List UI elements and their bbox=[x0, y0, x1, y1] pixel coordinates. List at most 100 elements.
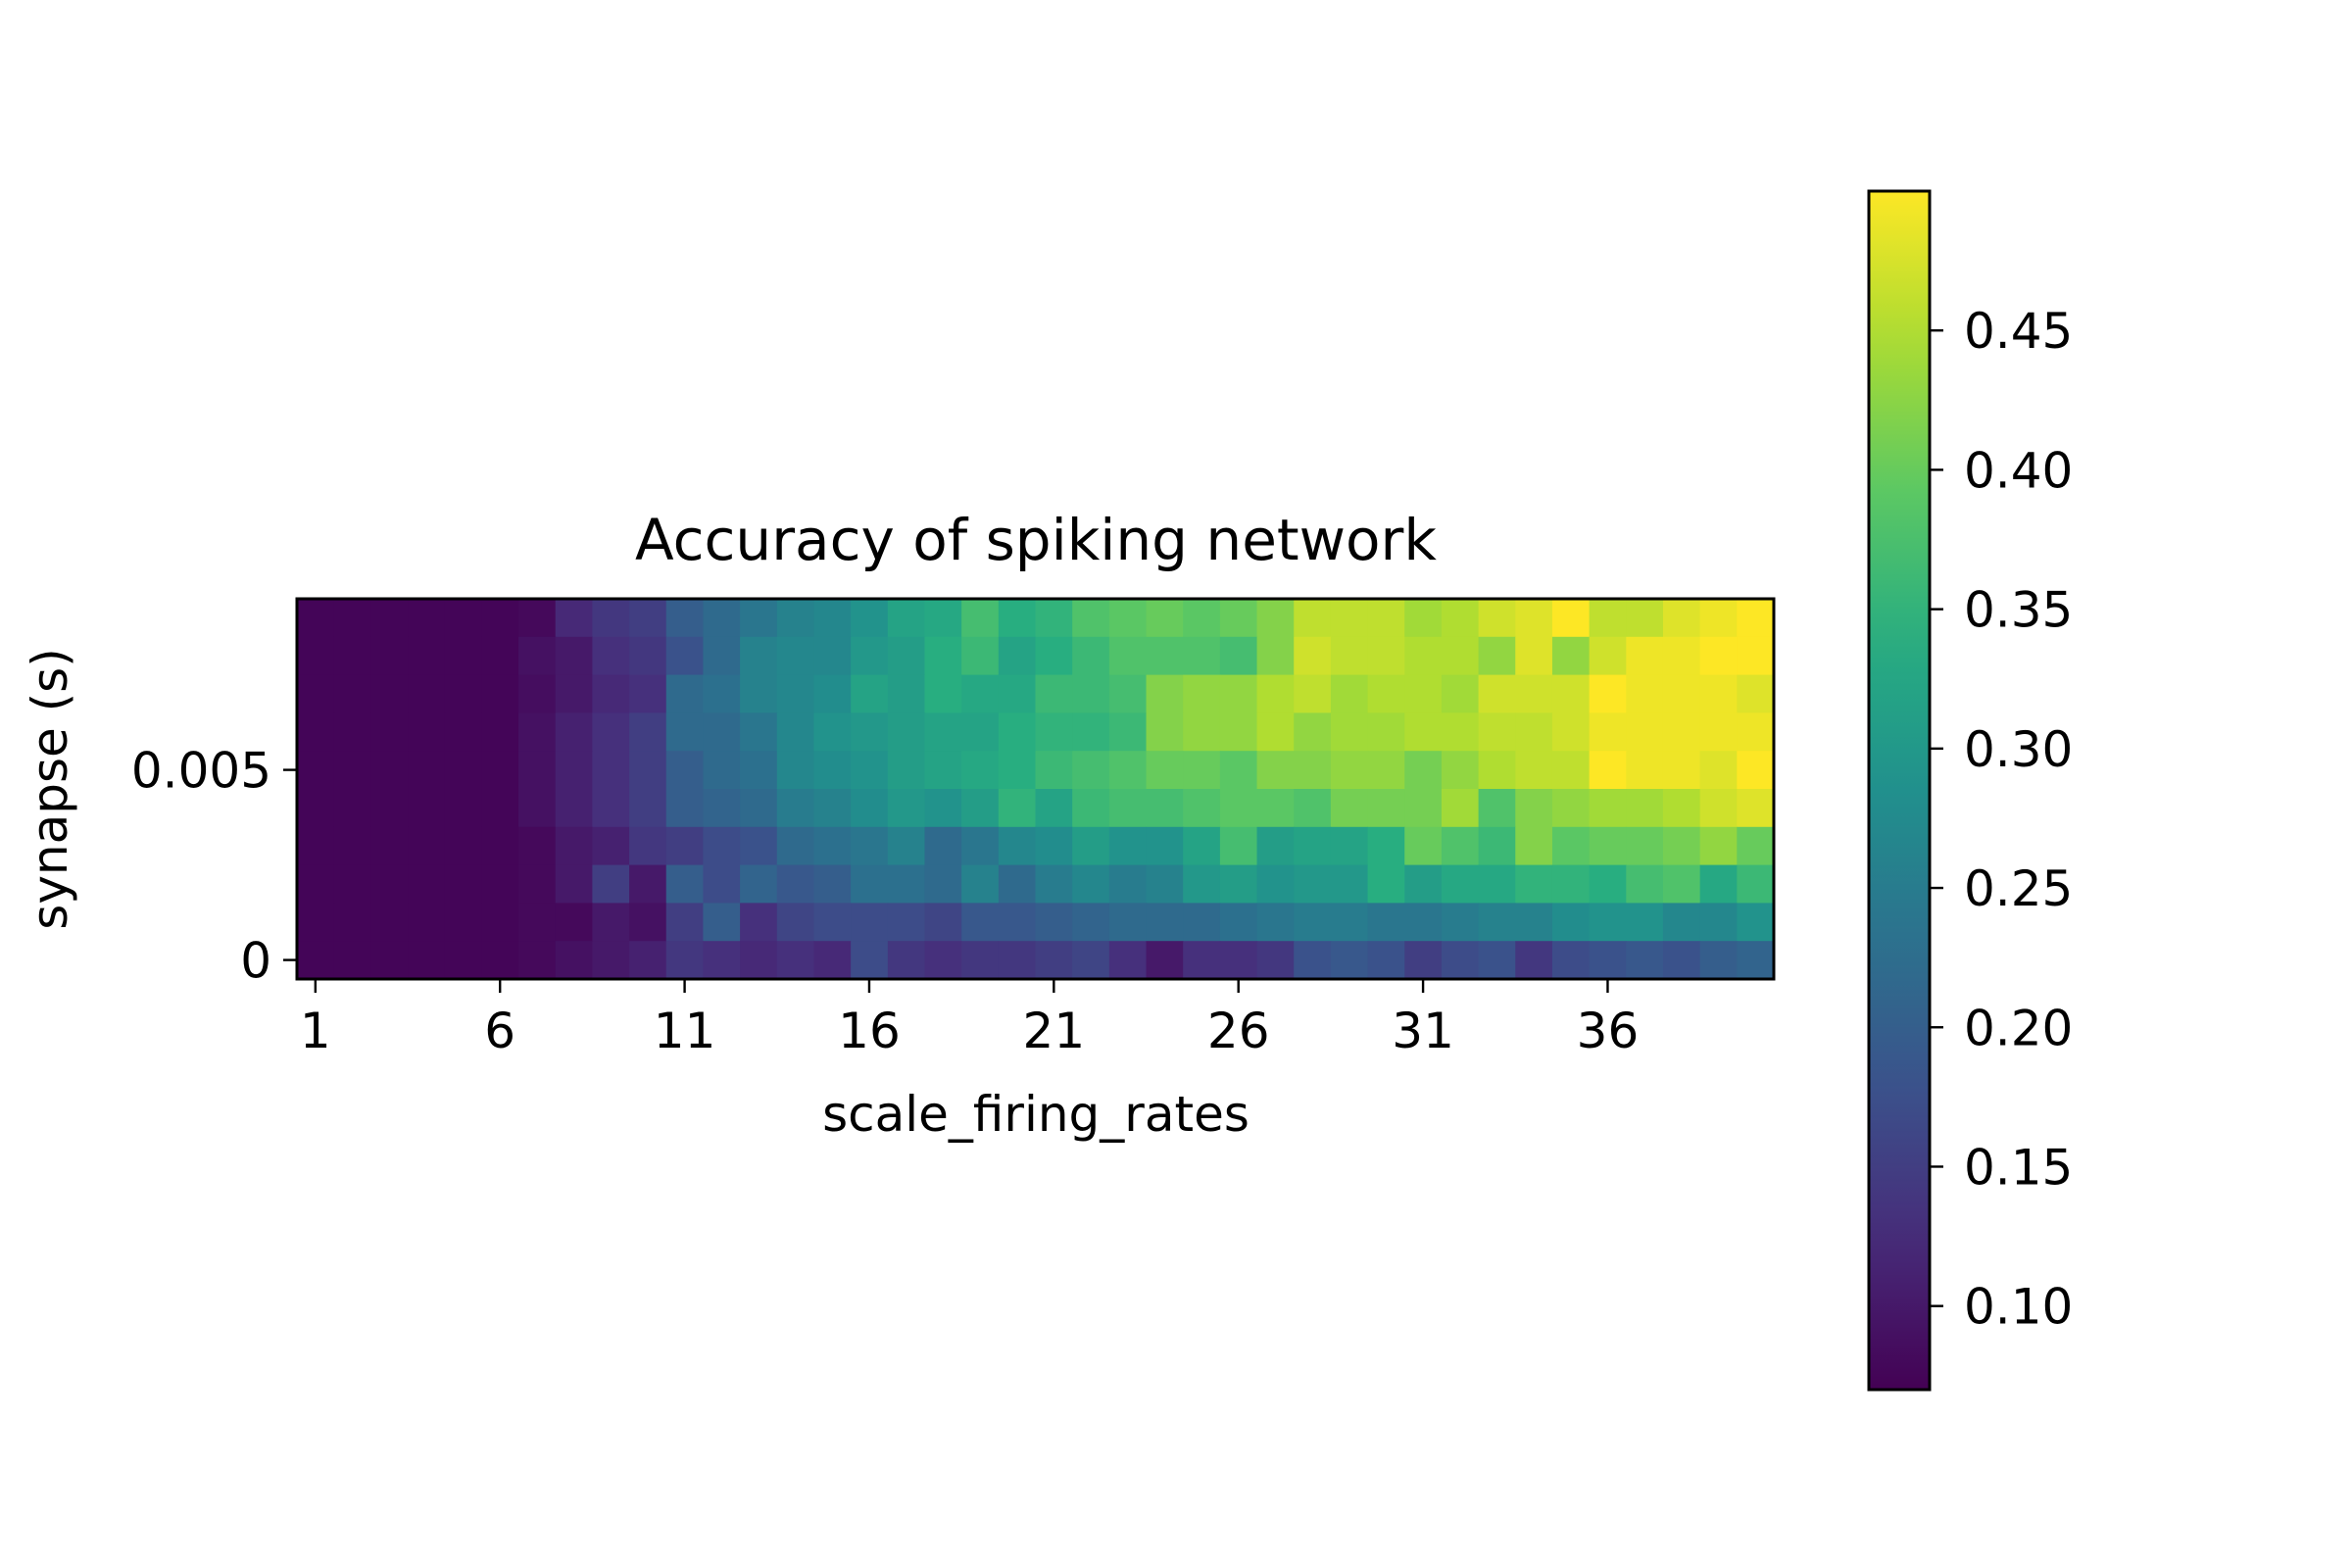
heatmap-cell bbox=[1551, 826, 1591, 866]
heatmap-cell bbox=[740, 903, 778, 942]
heatmap-cell bbox=[851, 751, 889, 790]
heatmap-cell bbox=[297, 789, 335, 828]
heatmap-cell bbox=[408, 712, 446, 752]
heatmap-cell bbox=[961, 751, 1000, 790]
heatmap-cell bbox=[1737, 674, 1775, 713]
heatmap-cell bbox=[703, 789, 741, 828]
heatmap-cell bbox=[1146, 674, 1184, 713]
colorbar bbox=[1869, 191, 1930, 1390]
heatmap-cell bbox=[444, 636, 482, 676]
heatmap-cell bbox=[592, 751, 630, 790]
heatmap-cell bbox=[1072, 599, 1110, 638]
heatmap-cell bbox=[1662, 599, 1701, 638]
heatmap-cell bbox=[297, 903, 335, 942]
heatmap-cell bbox=[1699, 712, 1738, 752]
heatmap-cell bbox=[776, 903, 815, 942]
heatmap-cell bbox=[1737, 941, 1775, 980]
heatmap-cell bbox=[887, 599, 926, 638]
heatmap-cell bbox=[629, 826, 667, 866]
heatmap-cell bbox=[1699, 599, 1738, 638]
heatmap-cell bbox=[1589, 826, 1627, 866]
heatmap-cell bbox=[1072, 636, 1110, 676]
heatmap-cell bbox=[1478, 636, 1516, 676]
heatmap-cell bbox=[1146, 712, 1184, 752]
heatmap-cell bbox=[1478, 864, 1516, 904]
heatmap-cell bbox=[1183, 864, 1221, 904]
heatmap-cell bbox=[1146, 636, 1184, 676]
heatmap-cell bbox=[1108, 674, 1148, 713]
heatmap-cell bbox=[887, 712, 926, 752]
heatmap-cell bbox=[444, 941, 482, 980]
heatmap-cell bbox=[703, 751, 741, 790]
heatmap-cell bbox=[1589, 636, 1627, 676]
heatmap-cell bbox=[851, 674, 889, 713]
heatmap-cell bbox=[740, 941, 778, 980]
heatmap-cell bbox=[297, 599, 335, 638]
heatmap-cell bbox=[776, 789, 815, 828]
heatmap-cell bbox=[998, 826, 1037, 866]
heatmap-cell bbox=[1219, 903, 1258, 942]
heatmap-cells bbox=[297, 599, 1775, 980]
heatmap-cell bbox=[1662, 826, 1701, 866]
x-tick-label: 11 bbox=[654, 1003, 716, 1059]
heatmap-cell bbox=[998, 903, 1037, 942]
heatmap-cell bbox=[1404, 789, 1443, 828]
heatmap-cell bbox=[1294, 636, 1332, 676]
heatmap-cell bbox=[1294, 864, 1332, 904]
heatmap-cell bbox=[1330, 674, 1369, 713]
heatmap-cell bbox=[1478, 789, 1516, 828]
colorbar-tick-label: 0.25 bbox=[1964, 860, 2073, 917]
heatmap-cell bbox=[703, 864, 741, 904]
heatmap-cell bbox=[665, 941, 705, 980]
heatmap-cell bbox=[1367, 674, 1405, 713]
heatmap-cell bbox=[813, 674, 852, 713]
heatmap-cell bbox=[1737, 712, 1775, 752]
heatmap-cell bbox=[444, 903, 482, 942]
heatmap-cell bbox=[1256, 903, 1295, 942]
colorbar-tick-label: 0.10 bbox=[1964, 1279, 2073, 1336]
heatmap-cell bbox=[1662, 941, 1701, 980]
heatmap-cell bbox=[1035, 674, 1073, 713]
heatmap-cell bbox=[887, 751, 926, 790]
heatmap-cell bbox=[1662, 712, 1701, 752]
heatmap-cell bbox=[555, 941, 593, 980]
heatmap-cell bbox=[1551, 864, 1591, 904]
heatmap-cell bbox=[1699, 636, 1738, 676]
heatmap-cell bbox=[813, 789, 852, 828]
heatmap-cell bbox=[1404, 903, 1443, 942]
heatmap-cell bbox=[703, 712, 741, 752]
heatmap-cell bbox=[333, 751, 371, 790]
heatmap-cell bbox=[1367, 864, 1405, 904]
heatmap-cell bbox=[998, 941, 1037, 980]
heatmap-cell bbox=[1515, 599, 1553, 638]
colorbar-frame bbox=[1867, 189, 1932, 1392]
heatmap-cell bbox=[444, 674, 482, 713]
heatmap-cell bbox=[1294, 789, 1332, 828]
heatmap-cell bbox=[924, 674, 962, 713]
heatmap-cell bbox=[408, 751, 446, 790]
heatmap-cell bbox=[776, 864, 815, 904]
heatmap-cell bbox=[1256, 864, 1295, 904]
heatmap-cell bbox=[887, 903, 926, 942]
heatmap-cell bbox=[297, 636, 335, 676]
heatmap-cell bbox=[703, 941, 741, 980]
heatmap-cell bbox=[481, 903, 519, 942]
heatmap-cell bbox=[1737, 636, 1775, 676]
heatmap-cell bbox=[776, 599, 815, 638]
heatmap-cell bbox=[924, 712, 962, 752]
heatmap-cell bbox=[1551, 599, 1591, 638]
heatmap-cell bbox=[297, 941, 335, 980]
heatmap-cell bbox=[444, 712, 482, 752]
heatmap-cell bbox=[1589, 941, 1627, 980]
heatmap-cell bbox=[1367, 903, 1405, 942]
heatmap-cell bbox=[998, 864, 1037, 904]
heatmap-cell bbox=[961, 864, 1000, 904]
heatmap-cell bbox=[1072, 712, 1110, 752]
heatmap-cell bbox=[1219, 636, 1258, 676]
heatmap-cell bbox=[1404, 826, 1443, 866]
colorbar-tick-label: 0.45 bbox=[1964, 303, 2073, 360]
heatmap-cell bbox=[1219, 826, 1258, 866]
heatmap-cell bbox=[1737, 789, 1775, 828]
heatmap-cell bbox=[333, 712, 371, 752]
heatmap-cell bbox=[1515, 826, 1553, 866]
